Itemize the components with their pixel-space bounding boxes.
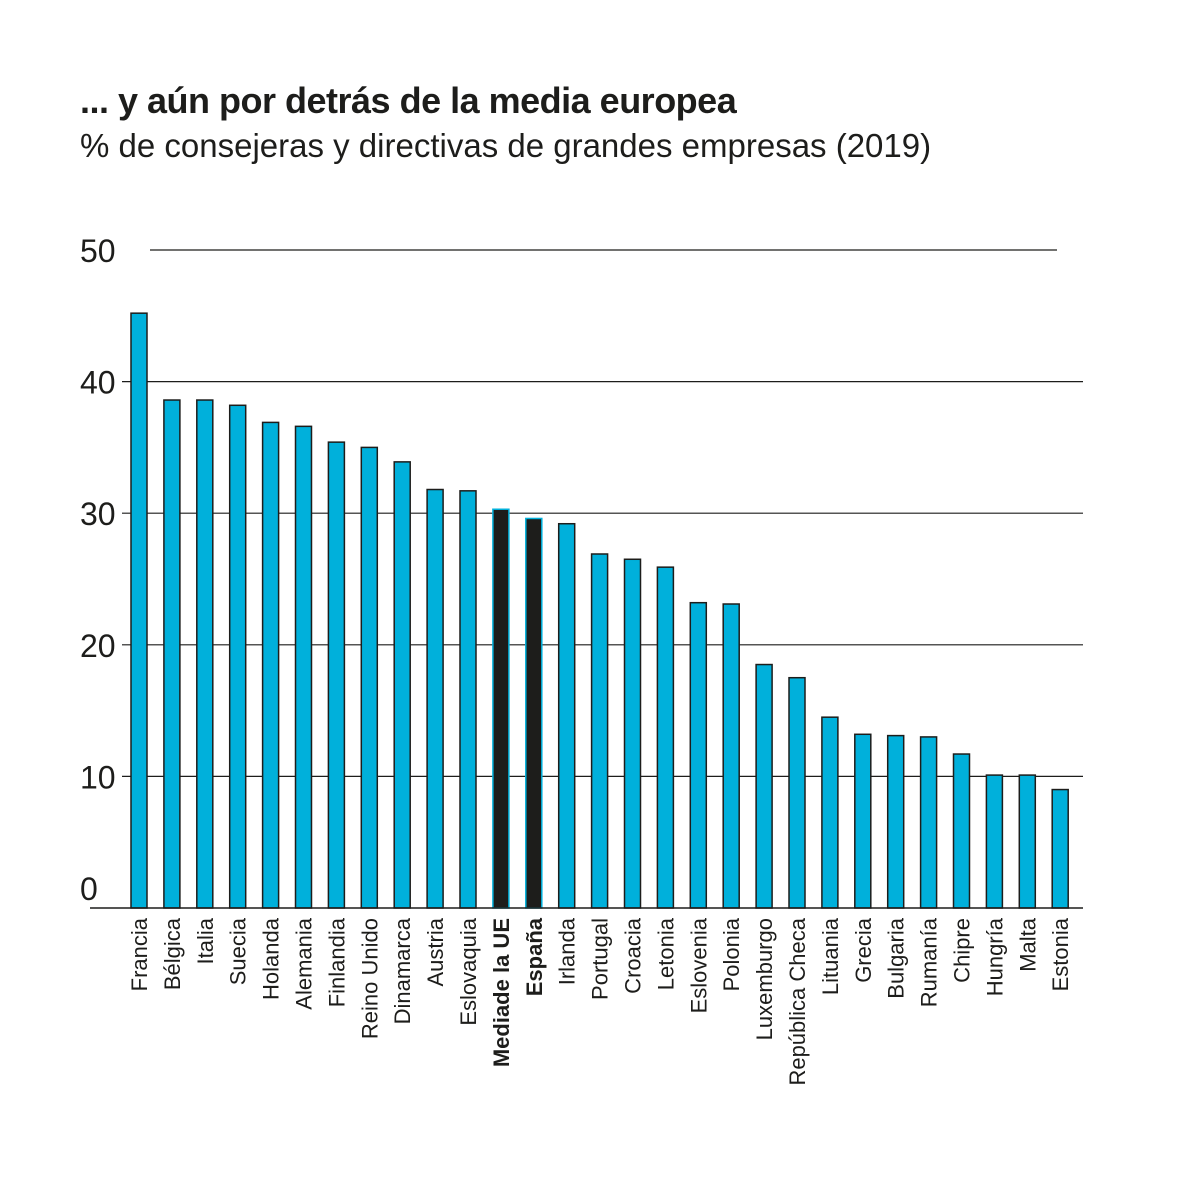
bar [130, 312, 148, 909]
x-tick-label: Bulgaria [884, 917, 909, 998]
x-tick-label: Irlanda [555, 917, 580, 985]
bar [196, 399, 214, 909]
bar [722, 603, 740, 909]
y-tick-label: 50 [80, 233, 116, 269]
bar [228, 404, 247, 909]
x-tick-label: Francia [127, 917, 152, 991]
bar [426, 488, 444, 909]
x-tick-label: Suecia [226, 917, 251, 985]
bar [919, 736, 938, 909]
bar [821, 716, 839, 909]
x-tick-label: Italia [193, 917, 218, 964]
x-tick-label: Austria [423, 917, 448, 986]
x-tick-label: Mediade la UE [489, 918, 514, 1067]
bar [985, 774, 1004, 909]
chart-subtitle: % de consejeras y directivas de grandes … [80, 127, 932, 164]
x-tick-label: España [522, 917, 547, 996]
bar [261, 421, 280, 909]
x-tick-label: Hungría [982, 917, 1007, 996]
x-tick-label: Estonia [1048, 917, 1073, 991]
x-tick-label: Grecia [851, 917, 876, 983]
x-tick-label: Polonia [719, 917, 744, 991]
bar [360, 446, 379, 909]
y-tick-label: 0 [80, 871, 98, 907]
axes: 0 10 20 30 40 50 [80, 233, 1083, 909]
x-tick-label: Rumanía [917, 917, 942, 1007]
x-tick-label: Eslovenia [686, 917, 711, 1013]
y-tick-label: 30 [80, 496, 116, 532]
category-labels: Francia Bélgica Italia Suecia Holanda Alemani… [127, 917, 1073, 1085]
x-tick-label: Alemania [292, 917, 317, 1009]
bar [1018, 774, 1037, 909]
bar [393, 461, 411, 909]
bar [788, 676, 806, 909]
bar [327, 441, 346, 909]
bars [130, 312, 1069, 909]
bar [163, 399, 181, 909]
x-tick-label: Luxemburgo [752, 918, 777, 1040]
chart-title: ... y aún por detrás de la media europea [80, 80, 737, 121]
x-tick-label: Reino Unido [357, 918, 382, 1039]
x-tick-label: Lituania [818, 917, 843, 995]
y-tick-label: 10 [80, 759, 116, 795]
x-tick-label: Finlandia [324, 917, 349, 1007]
bar [755, 663, 773, 909]
x-tick-label: Chipre [950, 918, 975, 983]
bar [886, 734, 905, 909]
bar [492, 508, 510, 909]
y-tick-label: 20 [80, 628, 116, 664]
bar [459, 490, 477, 909]
x-tick-label: Letonia [653, 917, 678, 990]
x-tick-label: República Checa [785, 917, 810, 1085]
x-tick-label: Dinamarca [390, 917, 415, 1024]
x-tick-label: Eslovaquia [456, 917, 481, 1025]
x-tick-label: Bélgica [160, 917, 185, 990]
y-tick-label: 40 [80, 365, 116, 401]
bar [952, 753, 971, 909]
bar [590, 553, 609, 909]
bar [557, 522, 576, 909]
x-tick-label: Portugal [588, 918, 613, 1000]
bar [854, 733, 872, 909]
x-tick-label: Malta [1015, 917, 1040, 972]
bar [525, 517, 543, 909]
bar [1051, 788, 1069, 909]
bar [689, 601, 708, 909]
x-tick-label: Holanda [259, 917, 284, 1000]
bar [294, 425, 313, 909]
x-tick-label: Croacia [621, 917, 646, 994]
bar [656, 566, 675, 909]
bar [623, 558, 642, 909]
